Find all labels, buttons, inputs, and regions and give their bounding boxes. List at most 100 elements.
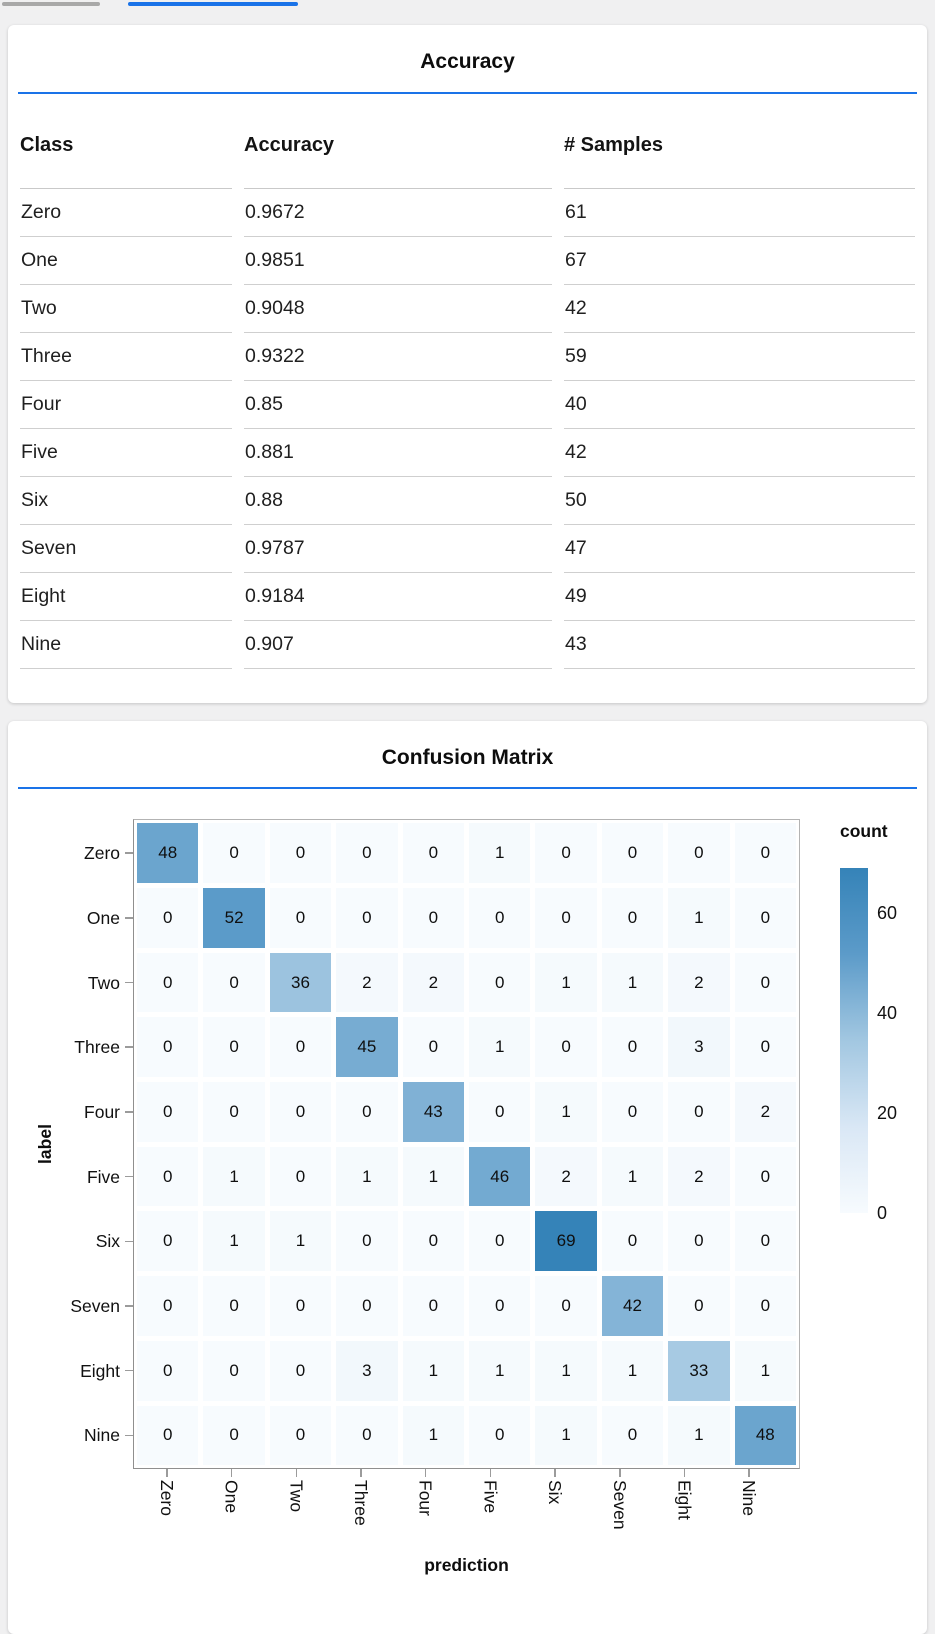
matrix-cell: 0	[269, 887, 332, 948]
legend-tick-label: 20	[877, 1103, 898, 1124]
matrix-cell: 33	[668, 1340, 730, 1401]
matrix-cell: 0	[402, 887, 464, 948]
table-cell: 0.9851	[244, 237, 552, 285]
x-tick-mark	[489, 1469, 492, 1478]
matrix-cell: 36	[269, 952, 332, 1013]
y-tick-mark	[125, 852, 133, 854]
x-tick-label: Four	[415, 1480, 436, 1517]
matrix-cell: 0	[137, 1017, 199, 1078]
y-tick-mark	[125, 1046, 133, 1048]
x-tick-mark	[748, 1469, 750, 1478]
matrix-cell: 0	[203, 1276, 265, 1336]
matrix-cell: 0	[336, 1405, 398, 1466]
matrix-cell: 0	[668, 1211, 730, 1272]
matrix-cell: 0	[535, 1017, 597, 1078]
matrix-cell: 0	[734, 1276, 796, 1336]
matrix-cell: 0	[601, 1082, 664, 1142]
matrix-cell: 0	[203, 823, 265, 883]
table-cell: One	[20, 237, 232, 285]
table-cell: 49	[564, 573, 915, 621]
matrix-cell: 1	[203, 1211, 265, 1272]
table-row: Four 0.85 40	[20, 381, 915, 429]
matrix-cell: 0	[137, 887, 199, 948]
matrix-cell: 0	[269, 1082, 332, 1142]
heatmap-plot: 48 0 0 0 0 1 0 0 0 0 0 52 0 0 0 0 0 0 1 0 0 0 36 2 2 0 1 1 2 0 0 0 0 45 0 1…	[133, 819, 800, 1470]
table-cell: 0.881	[244, 429, 552, 477]
table-row: Zero 0.9672 61	[20, 189, 915, 237]
x-tick-mark	[295, 1469, 297, 1478]
legend-title: count	[840, 821, 888, 842]
y-tick-mark	[125, 1305, 133, 1307]
matrix-cell: 1	[601, 952, 664, 1013]
table-cell: 0.9184	[244, 573, 552, 621]
column-header: Class	[20, 94, 232, 189]
x-tick-mark	[360, 1469, 362, 1478]
matrix-cell: 1	[535, 952, 597, 1013]
matrix-cell: 0	[601, 1017, 664, 1078]
table-cell: 0.9322	[244, 333, 552, 381]
matrix-cell: 0	[137, 1340, 199, 1401]
matrix-cell: 3	[668, 1017, 730, 1078]
matrix-cell: 1	[469, 823, 531, 883]
matrix-cell: 1	[668, 1405, 730, 1466]
table-cell: 40	[564, 381, 915, 429]
matrix-cell: 0	[601, 1211, 664, 1272]
x-tick-label: Three	[350, 1480, 371, 1526]
legend-tick-label: 0	[877, 1203, 888, 1224]
x-tick-mark	[683, 1469, 686, 1478]
matrix-cell: 1	[402, 1405, 464, 1466]
matrix-cell: 0	[203, 1340, 265, 1401]
x-tick-label: Nine	[739, 1480, 760, 1517]
table-cell: Five	[20, 429, 232, 477]
y-tick-mark	[125, 1175, 133, 1178]
y-tick-mark	[125, 981, 133, 984]
matrix-cell: 0	[402, 1211, 464, 1272]
table-cell: Seven	[20, 525, 232, 573]
x-tick-mark	[230, 1469, 233, 1478]
column-header: Accuracy	[244, 94, 552, 189]
matrix-cell: 1	[601, 1340, 664, 1401]
matrix-cell: 0	[601, 887, 664, 948]
table-cell: 42	[564, 285, 915, 333]
matrix-cell: 46	[469, 1146, 531, 1207]
matrix-cell: 0	[469, 1082, 531, 1142]
y-tick-label: One	[86, 907, 120, 928]
table-cell: Three	[20, 333, 232, 381]
table-cell: 47	[564, 525, 915, 573]
y-tick-label: Nine	[84, 1425, 120, 1446]
table-cell: 0.9787	[244, 525, 552, 573]
y-tick-label: Eight	[80, 1360, 120, 1381]
y-tick-mark	[125, 1434, 133, 1437]
y-tick-label: Four	[84, 1101, 120, 1122]
table-row: Six 0.88 50	[20, 477, 915, 525]
table-cell: 42	[564, 429, 915, 477]
table-cell: Zero	[20, 189, 232, 237]
matrix-cell: 1	[336, 1146, 398, 1207]
confusion-matrix-panel: Confusion Matrix label prediction count …	[8, 720, 927, 1634]
x-tick-label: Eight	[674, 1480, 695, 1521]
x-tick-label: One	[221, 1480, 242, 1514]
x-tick-mark	[166, 1469, 168, 1478]
matrix-cell: 1	[535, 1082, 597, 1142]
matrix-cell: 0	[137, 1146, 199, 1207]
matrix-cell: 0	[269, 1340, 332, 1401]
table-cell: Two	[20, 285, 232, 333]
table-cell: 43	[564, 621, 915, 669]
table-cell: 59	[564, 333, 915, 381]
matrix-cell: 0	[203, 1017, 265, 1078]
table-cell: Four	[20, 381, 232, 429]
y-tick-label: Three	[74, 1037, 120, 1058]
matrix-cell: 0	[137, 1082, 199, 1142]
matrix-cell: 0	[734, 952, 796, 1013]
x-tick-mark	[619, 1469, 621, 1478]
matrix-cell: 0	[137, 1211, 199, 1272]
matrix-cell: 0	[203, 1082, 265, 1142]
matrix-cell: 0	[203, 1405, 265, 1466]
matrix-cell: 0	[336, 887, 398, 948]
matrix-cell: 0	[336, 1082, 398, 1142]
x-tick-label: Zero	[156, 1480, 177, 1517]
y-tick-label: Seven	[70, 1296, 120, 1317]
matrix-cell: 0	[535, 1276, 597, 1336]
table-row: Two 0.9048 42	[20, 285, 915, 333]
table-row: Seven 0.9787 47	[20, 525, 915, 573]
